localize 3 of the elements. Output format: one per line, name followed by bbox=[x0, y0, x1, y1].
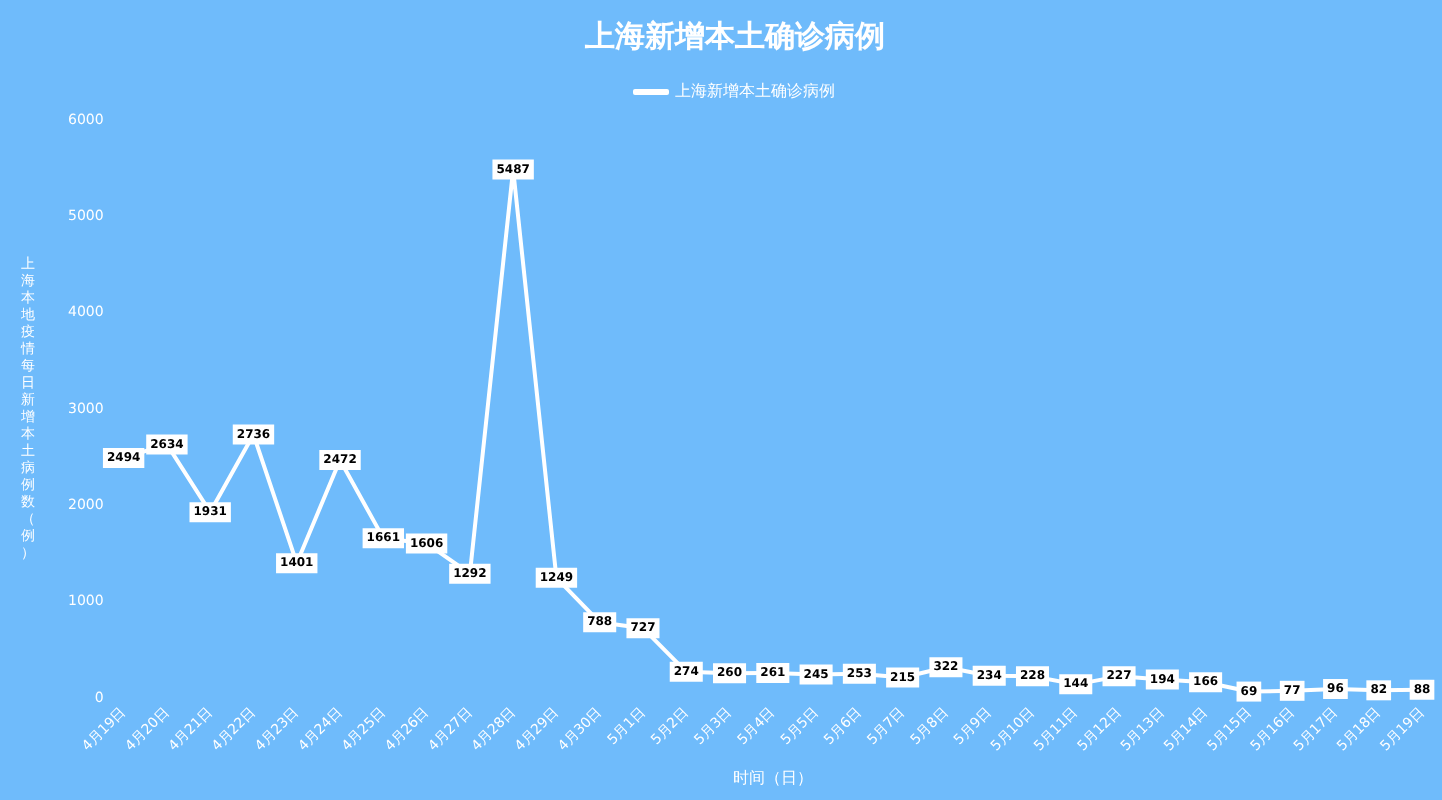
legend-label: 上海新增本土确诊病例 bbox=[675, 82, 835, 101]
chart-title: 上海新增本土确诊病例 bbox=[583, 17, 885, 54]
x-axis-title: 时间（日） bbox=[732, 768, 813, 787]
